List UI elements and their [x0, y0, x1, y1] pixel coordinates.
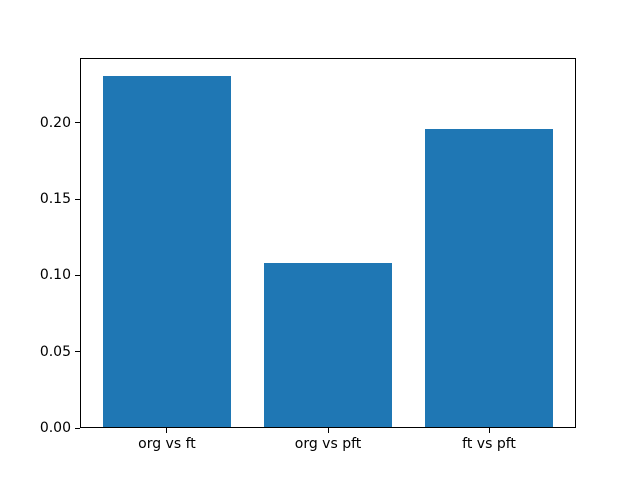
y-tick-label: 0.10 [39, 267, 71, 284]
y-tick-label: 0.20 [39, 114, 71, 131]
bar-org-vs-pft [263, 263, 393, 428]
y-tick-label: 0.05 [39, 343, 71, 360]
y-tick [75, 198, 80, 200]
x-tick-label-org-vs-ft: org vs ft [138, 436, 196, 452]
y-tick [75, 274, 80, 276]
y-tick [75, 427, 80, 429]
y-tick-label: 0.00 [39, 420, 71, 436]
y-tick [75, 351, 80, 353]
x-tick-label-ft-vs-pft: ft vs pft [462, 436, 516, 452]
x-tick [166, 428, 168, 433]
x-tick [327, 428, 329, 433]
bar-ft-vs-pft [424, 128, 554, 428]
x-tick [488, 428, 490, 433]
y-tick-label: 0.15 [39, 191, 71, 208]
x-tick-label-org-vs-pft: org vs pft [294, 436, 362, 452]
y-tick [75, 122, 80, 124]
bar-org-vs-ft [102, 75, 232, 428]
